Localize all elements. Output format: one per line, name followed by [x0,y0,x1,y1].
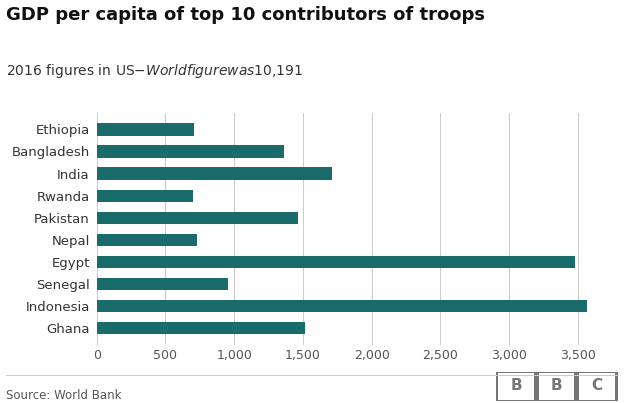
Text: B: B [551,378,562,393]
Text: Source: World Bank: Source: World Bank [6,389,122,402]
Bar [97,189,193,202]
FancyBboxPatch shape [539,374,574,399]
Bar [97,300,587,312]
FancyBboxPatch shape [579,374,615,399]
Bar [97,234,197,246]
Text: GDP per capita of top 10 contributors of troops: GDP per capita of top 10 contributors of… [6,6,485,24]
Bar [97,168,331,180]
Bar [97,145,283,158]
Text: C: C [592,378,603,393]
Bar [97,278,228,290]
Text: B: B [510,378,522,393]
Bar [97,322,305,334]
Bar [97,123,194,135]
Bar [97,256,575,268]
Bar [97,212,298,224]
FancyBboxPatch shape [498,374,534,399]
Text: 2016 figures in US$ - World figure was $10,191: 2016 figures in US$ - World figure was $… [6,62,303,81]
